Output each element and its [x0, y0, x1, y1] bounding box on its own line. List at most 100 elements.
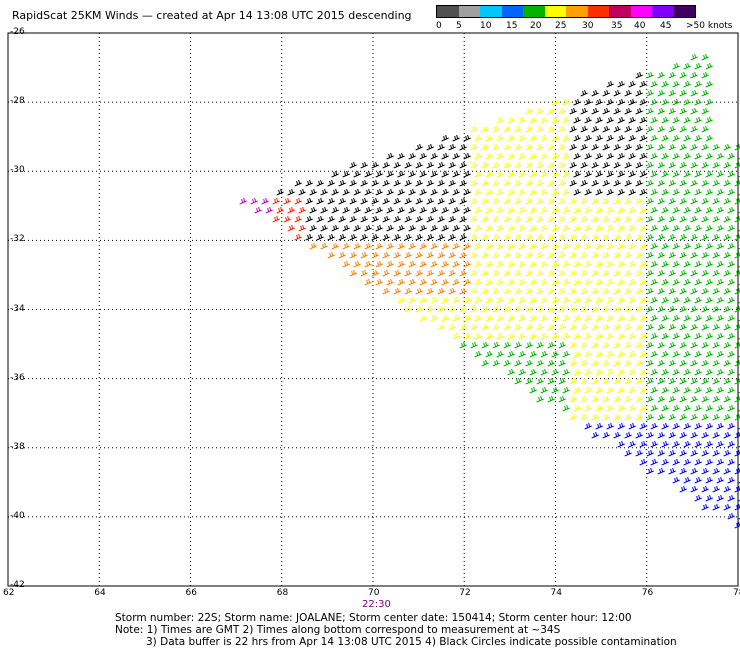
wind-barb	[272, 215, 280, 223]
wind-barb	[727, 476, 735, 484]
wind-barb	[595, 206, 603, 214]
wind-barb	[694, 224, 702, 232]
wind-barb	[646, 107, 654, 115]
wind-barb	[547, 161, 555, 169]
wind-barb	[536, 197, 544, 205]
wind-barb	[701, 377, 709, 385]
wind-barb	[727, 224, 735, 232]
wind-barb	[386, 152, 394, 160]
wind-barb	[613, 287, 621, 295]
wind-barb	[547, 377, 555, 385]
wind-barb	[595, 386, 603, 394]
wind-barb	[419, 152, 427, 160]
wind-barb	[514, 323, 522, 331]
wind-barb	[672, 242, 680, 250]
wind-barb	[584, 332, 592, 340]
wind-barb	[613, 431, 621, 439]
wind-barb	[650, 404, 658, 412]
wind-barb	[591, 359, 599, 367]
wind-barb	[547, 251, 555, 259]
wind-barb	[580, 395, 588, 403]
wind-barb	[309, 242, 317, 250]
wind-barb	[690, 107, 698, 115]
wind-barb	[701, 251, 709, 259]
wind-barb	[657, 107, 665, 115]
wind-barb	[606, 80, 614, 88]
legend-label: 40	[634, 21, 646, 31]
wind-barb	[437, 251, 445, 259]
wind-barb	[415, 179, 423, 187]
wind-barb	[562, 278, 570, 286]
wind-barb	[705, 422, 713, 430]
wind-barb	[591, 107, 599, 115]
wind-barb	[657, 251, 665, 259]
wind-barb	[683, 458, 691, 466]
wind-barb	[694, 440, 702, 448]
wind-barb	[463, 296, 471, 304]
wind-barb	[613, 89, 621, 97]
wind-barb	[613, 341, 621, 349]
wind-barb	[701, 431, 709, 439]
wind-barb	[657, 71, 665, 79]
wind-barb	[485, 206, 493, 214]
wind-barb	[727, 368, 735, 376]
wind-barb	[349, 179, 357, 187]
wind-barb	[617, 134, 625, 142]
wind-barb	[624, 125, 632, 133]
wind-barb	[672, 422, 680, 430]
wind-barb	[360, 215, 368, 223]
wind-barb	[602, 413, 610, 421]
wind-barb	[415, 287, 423, 295]
wind-barb	[514, 233, 522, 241]
wind-barb	[694, 98, 702, 106]
wind-barb	[657, 359, 665, 367]
wind-barb	[650, 350, 658, 358]
wind-barb	[672, 404, 680, 412]
wind-barb	[525, 233, 533, 241]
wind-barb	[518, 368, 526, 376]
wind-barb	[452, 332, 460, 340]
wind-barb	[485, 134, 493, 142]
wind-barb	[580, 305, 588, 313]
wind-barb	[503, 143, 511, 151]
x-tick-label: 74	[550, 588, 562, 598]
wind-barb	[529, 278, 537, 286]
wind-barb	[470, 143, 478, 151]
wind-barb	[525, 341, 533, 349]
wind-barb	[386, 224, 394, 232]
wind-barb	[507, 170, 515, 178]
wind-barb	[364, 224, 372, 232]
wind-barb	[342, 260, 350, 268]
wind-barb	[507, 296, 515, 304]
wind-barb	[646, 197, 654, 205]
chart-title: RapidScat 25KM Winds — created at Apr 14…	[12, 9, 412, 22]
wind-barb	[415, 161, 423, 169]
wind-barb	[426, 143, 434, 151]
wind-barb	[404, 305, 412, 313]
wind-barb	[573, 152, 581, 160]
wind-barb	[580, 323, 588, 331]
wind-barb	[650, 386, 658, 394]
wind-barb	[628, 242, 636, 250]
wind-barb	[580, 89, 588, 97]
wind-barb	[558, 395, 566, 403]
wind-barb	[437, 269, 445, 277]
legend-swatch-2	[480, 6, 502, 17]
wind-barb	[419, 296, 427, 304]
y-tick-label: -26	[10, 27, 25, 37]
wind-barb	[503, 125, 511, 133]
wind-barb	[474, 206, 482, 214]
wind-barb	[613, 251, 621, 259]
wind-barb	[646, 71, 654, 79]
wind-barb	[672, 188, 680, 196]
wind-barb	[386, 170, 394, 178]
wind-barb	[459, 233, 467, 241]
wind-barb	[606, 170, 614, 178]
wind-barb	[448, 305, 456, 313]
wind-barb	[514, 197, 522, 205]
wind-barb	[459, 269, 467, 277]
wind-barb	[331, 206, 339, 214]
wind-barb	[551, 134, 559, 142]
wind-barb	[342, 170, 350, 178]
wind-barb	[525, 215, 533, 223]
